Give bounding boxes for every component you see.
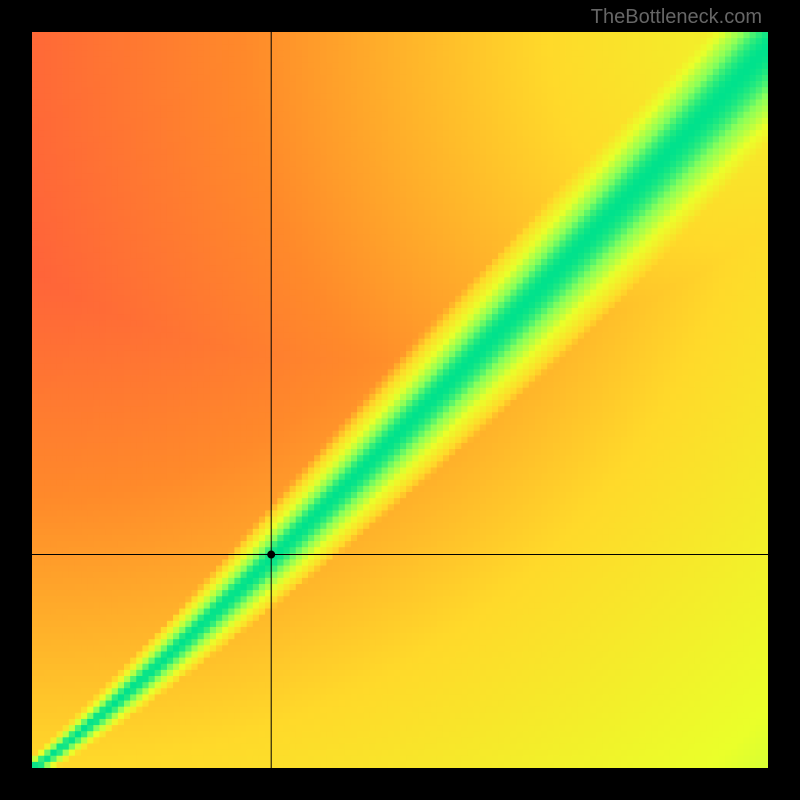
heatmap-svg [32, 32, 768, 768]
crosshair-marker [267, 551, 275, 559]
bottleneck-heatmap [32, 32, 768, 768]
watermark-text: TheBottleneck.com [591, 6, 762, 29]
chart-container: TheBottleneck.com [0, 0, 800, 800]
